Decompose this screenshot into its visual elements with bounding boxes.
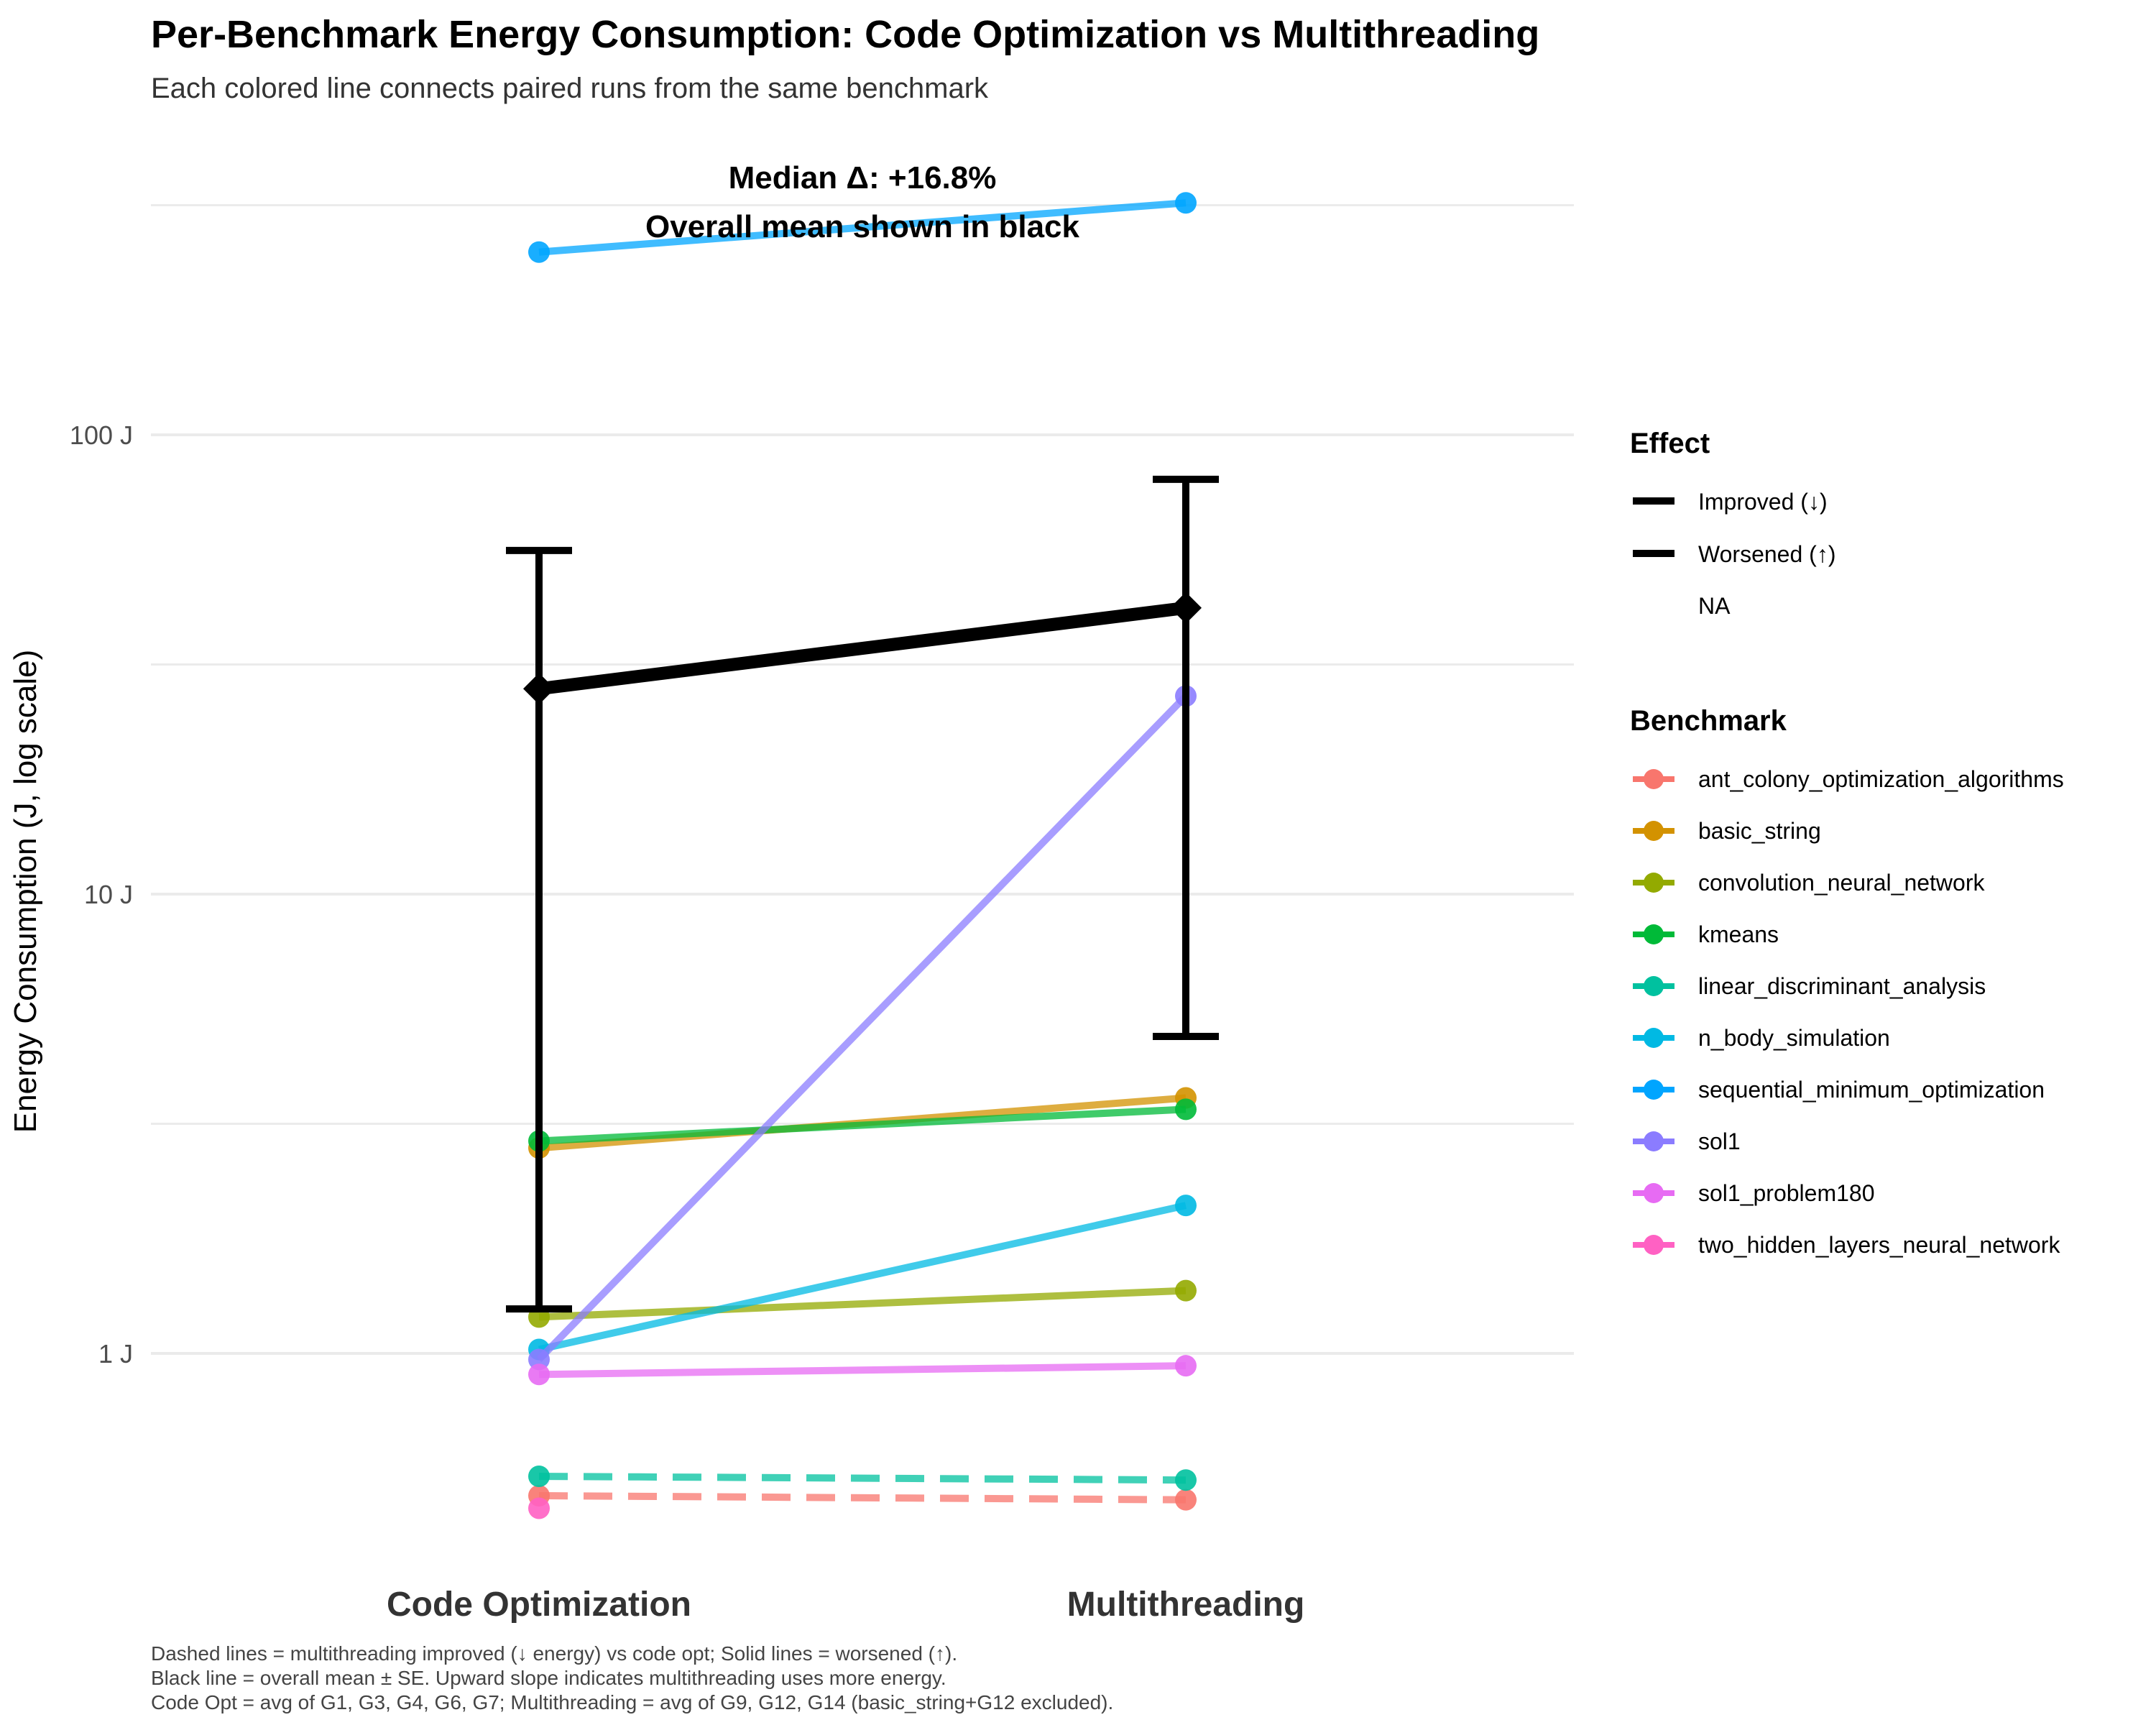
- chart-title: Per-Benchmark Energy Consumption: Code O…: [151, 13, 1539, 56]
- caption-line-2: Black line = overall mean ± SE. Upward s…: [151, 1667, 946, 1689]
- x-axis-categories: Code Optimization Multithreading: [387, 1586, 1304, 1624]
- legend-swatch-point: [1644, 976, 1664, 996]
- legend-swatch-point: [1644, 924, 1664, 944]
- data-point: [528, 241, 550, 263]
- legend-item-label: n_body_simulation: [1698, 1025, 1890, 1051]
- legend-swatch-point: [1644, 769, 1664, 789]
- legend-swatch-point: [1644, 1028, 1664, 1048]
- legend-benchmark-title: Benchmark: [1630, 705, 1787, 737]
- overall-mean: [506, 475, 1219, 1313]
- annotation: Overall mean shown in black: [645, 209, 1080, 244]
- series-line: [538, 199, 1187, 256]
- legend-item-improved: Improved (↓): [1698, 489, 1828, 515]
- series-line: [538, 1287, 1187, 1321]
- legend-swatch-point: [1644, 1183, 1664, 1203]
- data-point: [1175, 192, 1197, 214]
- legend-item-label: linear_discriminant_analysis: [1698, 973, 1986, 999]
- x-category-label: Multithreading: [1067, 1586, 1305, 1624]
- data-point: [528, 1466, 550, 1488]
- chart-subtitle: Each colored line connects paired runs f…: [151, 73, 989, 104]
- legend-swatch-point: [1644, 1131, 1664, 1151]
- data-point: [1175, 1195, 1197, 1217]
- legend-item-label: kmeans: [1698, 921, 1779, 947]
- series-line: [538, 1491, 1187, 1504]
- legend-swatch-point: [1644, 821, 1664, 841]
- legend-item-label: ant_colony_optimization_algorithms: [1698, 766, 2064, 792]
- data-point: [528, 1348, 550, 1371]
- data-point: [1175, 1279, 1197, 1302]
- legend-item-label: two_hidden_layers_neural_network: [1698, 1232, 2060, 1258]
- caption-line-1: Dashed lines = multithreading improved (…: [151, 1642, 957, 1665]
- data-point: [1175, 1355, 1197, 1377]
- data-point: [1175, 1489, 1197, 1511]
- series-line: [538, 1473, 1187, 1484]
- legend-swatch-point: [1644, 1235, 1664, 1255]
- legend-effect-title: Effect: [1630, 428, 1710, 459]
- legend-benchmark: Benchmark ant_colony_optimization_algori…: [1630, 705, 2064, 1258]
- annotations: Median Δ: +16.8% Overall mean shown in bl…: [645, 160, 1080, 244]
- legend-item-label: sequential_minimum_optimization: [1698, 1077, 2045, 1103]
- y-tick-label: 100 J: [70, 420, 133, 450]
- y-axis-title: Energy Consumption (J, log scale): [8, 650, 43, 1133]
- y-axis-ticks: 1 J 10 J 100 J: [70, 420, 133, 1368]
- legend-item-worsened: Worsened (↑): [1698, 541, 1835, 567]
- mean-point: [1170, 592, 1202, 624]
- data-point: [1175, 1469, 1197, 1491]
- caption-line-3: Code Opt = avg of G1, G3, G4, G6, G7; Mu…: [151, 1691, 1113, 1714]
- grid: [151, 204, 1574, 1355]
- series-line: [538, 1202, 1187, 1353]
- x-category-label: Code Optimization: [387, 1586, 691, 1624]
- annotation: Median Δ: +16.8%: [729, 160, 997, 196]
- legend-item-label: sol1: [1698, 1128, 1741, 1154]
- data-point: [528, 1363, 550, 1386]
- legend-item-label: sol1_problem180: [1698, 1180, 1875, 1206]
- data-point: [1175, 1098, 1197, 1121]
- legend-effect: Effect Improved (↓) Worsened (↑) NA: [1630, 428, 1835, 619]
- series-line: [538, 1362, 1187, 1379]
- legend-item-label: basic_string: [1698, 818, 1821, 844]
- mean-line: [538, 601, 1187, 696]
- legend-swatch-point: [1644, 1080, 1664, 1100]
- y-tick-label: 10 J: [84, 880, 133, 909]
- data-point: [528, 1497, 550, 1519]
- legend-item-na: NA: [1698, 593, 1731, 619]
- legend-swatch-point: [1644, 873, 1664, 893]
- legend-item-label: convolution_neural_network: [1698, 870, 1985, 896]
- series-line: [538, 1105, 1187, 1145]
- y-tick-label: 1 J: [98, 1339, 133, 1368]
- mean-point: [523, 673, 555, 705]
- series-lines: [528, 192, 1197, 1519]
- series-line: [536, 693, 1189, 1362]
